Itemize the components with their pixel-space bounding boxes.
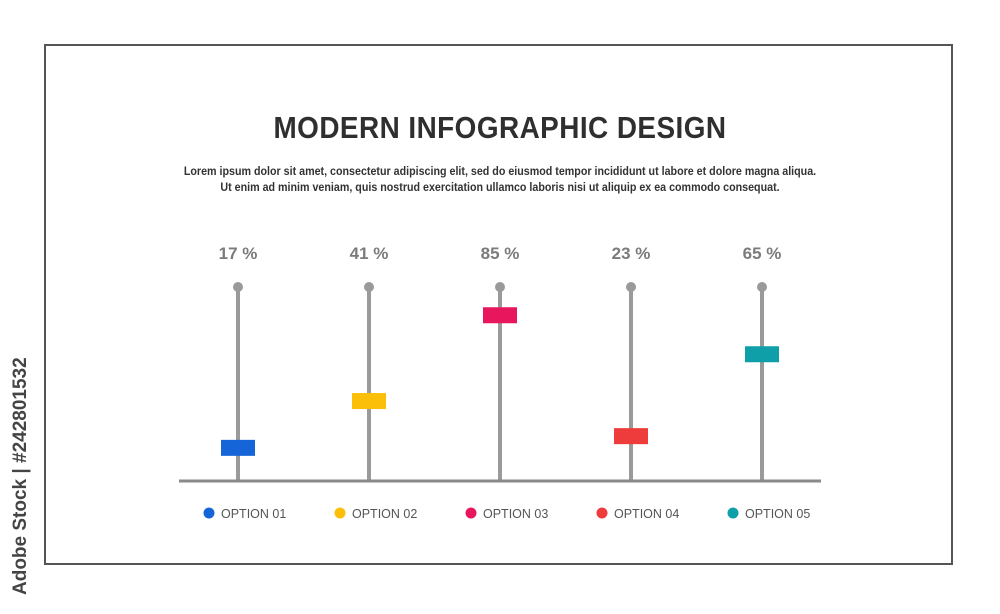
- value-marker-4: [614, 428, 648, 445]
- stem-knob-3: [495, 282, 505, 292]
- subtitle-line-2: Ut enim ad minim veniam, quis nostrud ex…: [220, 182, 780, 194]
- value-label-5: 65 %: [743, 244, 782, 263]
- stock-watermark: Adobe Stock | #242801532: [10, 357, 31, 595]
- legend-label-2: OPTION 02: [352, 507, 417, 521]
- subtitle-line-1: Lorem ipsum dolor sit amet, consectetur …: [183, 166, 817, 178]
- legend-label-5: OPTION 05: [745, 507, 810, 521]
- legend-dot-2: [334, 507, 346, 519]
- legend-dot-3: [465, 507, 477, 519]
- stem-knob-4: [626, 282, 636, 292]
- value-label-2: 41 %: [350, 244, 389, 263]
- value-label-1: 17 %: [219, 244, 258, 263]
- value-labels: 17 % 41 % 85 % 23 % 65 %: [219, 244, 782, 263]
- value-label-4: 23 %: [612, 244, 651, 263]
- value-marker-2: [352, 393, 386, 410]
- legend-dot-1: [203, 507, 215, 519]
- legend-label-1: OPTION 01: [221, 507, 286, 521]
- legend-label-4: OPTION 04: [614, 507, 679, 521]
- value-marker-3: [483, 307, 517, 324]
- legend-dot-4: [596, 507, 608, 519]
- stem-knob-1: [233, 282, 243, 292]
- legend-label-3: OPTION 03: [483, 507, 548, 521]
- page-title: MODERN INFOGRAPHIC DESIGN: [273, 110, 727, 145]
- value-label-3: 85 %: [481, 244, 520, 263]
- stem-knob-5: [757, 282, 767, 292]
- value-marker-5: [745, 346, 779, 363]
- chart-legend: OPTION 01 OPTION 02 OPTION 03 OPTION 04 OPTI…: [203, 507, 810, 521]
- value-marker-1: [221, 439, 255, 456]
- chart-markers: [221, 307, 779, 456]
- legend-dot-5: [727, 507, 739, 519]
- stem-knob-2: [364, 282, 374, 292]
